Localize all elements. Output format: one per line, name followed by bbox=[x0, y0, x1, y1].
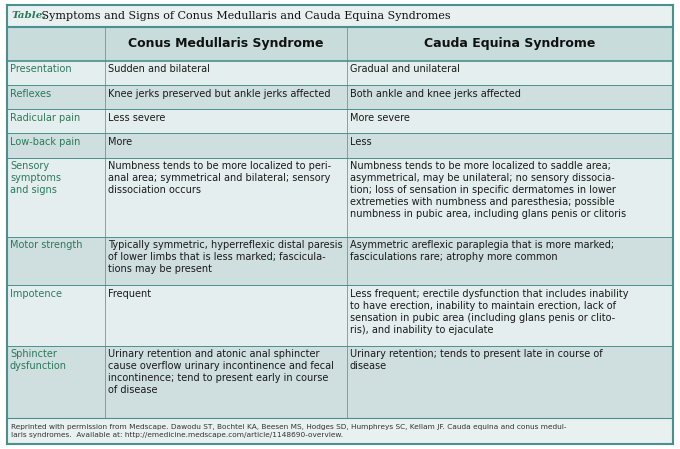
Text: Typically symmetric, hyperreflexic distal paresis
of lower limbs that is less ma: Typically symmetric, hyperreflexic dista… bbox=[108, 240, 343, 274]
Text: Cauda Equina Syndrome: Cauda Equina Syndrome bbox=[424, 38, 596, 50]
Text: Sphincter
dysfunction: Sphincter dysfunction bbox=[10, 349, 67, 371]
Text: Motor strength: Motor strength bbox=[10, 240, 82, 250]
Text: Urinary retention; tends to present late in course of
disease: Urinary retention; tends to present late… bbox=[350, 349, 602, 371]
Text: Both ankle and knee jerks affected: Both ankle and knee jerks affected bbox=[350, 88, 521, 99]
Bar bbox=[7, 110, 673, 133]
Text: Numbness tends to be more localized to saddle area;
asymmetrical, may be unilate: Numbness tends to be more localized to s… bbox=[350, 161, 626, 219]
Text: More severe: More severe bbox=[350, 113, 410, 123]
Text: Low-back pain: Low-back pain bbox=[10, 137, 80, 147]
Bar bbox=[7, 5, 673, 27]
Text: Reprinted with permission from Medscape. Dawodu ST, Bochtel KA, Beesen MS, Hodge: Reprinted with permission from Medscape.… bbox=[11, 424, 566, 438]
Text: Conus Medullaris Syndrome: Conus Medullaris Syndrome bbox=[129, 38, 324, 50]
Text: Less: Less bbox=[350, 137, 372, 147]
Text: Sensory
symptoms
and signs: Sensory symptoms and signs bbox=[10, 161, 61, 195]
Bar bbox=[7, 133, 673, 158]
Bar bbox=[7, 61, 673, 85]
Text: Knee jerks preserved but ankle jerks affected: Knee jerks preserved but ankle jerks aff… bbox=[108, 88, 330, 99]
Text: Asymmetric areflexic paraplegia that is more marked;
fasciculations rare; atroph: Asymmetric areflexic paraplegia that is … bbox=[350, 240, 614, 262]
Bar bbox=[7, 285, 673, 345]
Bar bbox=[7, 85, 673, 110]
Bar bbox=[7, 418, 673, 444]
Text: Gradual and unilateral: Gradual and unilateral bbox=[350, 65, 460, 75]
Bar bbox=[7, 158, 673, 237]
Bar bbox=[7, 345, 673, 418]
Text: Table.: Table. bbox=[12, 12, 47, 21]
Bar bbox=[7, 27, 673, 61]
Text: Frequent: Frequent bbox=[108, 289, 151, 299]
Text: Numbness tends to be more localized to peri-
anal area; symmetrical and bilatera: Numbness tends to be more localized to p… bbox=[108, 161, 331, 195]
Text: Presentation: Presentation bbox=[10, 65, 71, 75]
Text: Less frequent; erectile dysfunction that includes inability
to have erection, in: Less frequent; erectile dysfunction that… bbox=[350, 289, 628, 335]
Text: Impotence: Impotence bbox=[10, 289, 62, 299]
Bar bbox=[7, 237, 673, 285]
Text: More: More bbox=[108, 137, 132, 147]
Text: Radicular pain: Radicular pain bbox=[10, 113, 80, 123]
Text: Less severe: Less severe bbox=[108, 113, 165, 123]
Text: Urinary retention and atonic anal sphincter
cause overflow urinary incontinence : Urinary retention and atonic anal sphinc… bbox=[108, 349, 334, 395]
Text: Reflexes: Reflexes bbox=[10, 88, 51, 99]
Text: Symptoms and Signs of Conus Medullaris and Cauda Equina Syndromes: Symptoms and Signs of Conus Medullaris a… bbox=[38, 11, 451, 21]
Text: Sudden and bilateral: Sudden and bilateral bbox=[108, 65, 210, 75]
